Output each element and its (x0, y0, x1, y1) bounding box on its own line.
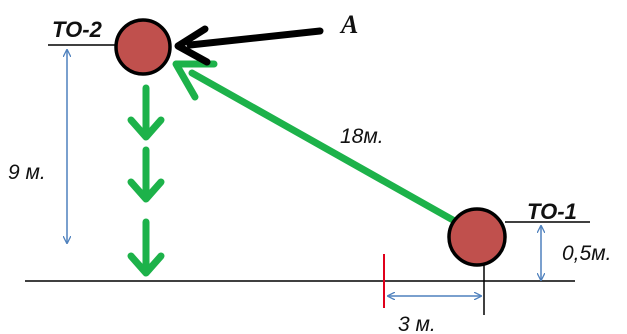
node-to1 (447, 207, 507, 267)
a-label: A (339, 10, 358, 39)
to1-label: ТО-1 (527, 199, 577, 224)
offset-height-label: 0,5м. (562, 242, 611, 265)
height-label: 9 м. (8, 161, 46, 184)
transfer-line (188, 69, 464, 228)
distance-label: 18м. (340, 125, 384, 148)
offset-horizontal-label: 3 м. (398, 313, 436, 334)
down-arrow-2 (127, 146, 165, 203)
transfer-arrowhead (172, 60, 218, 101)
to2-label: ТО-2 (52, 17, 103, 42)
pointer-arrow-shaft (186, 27, 324, 49)
node-to2 (114, 18, 172, 76)
down-arrow-1 (127, 84, 165, 141)
pointer-arrowhead (174, 25, 211, 66)
down-arrow-3 (127, 218, 165, 277)
